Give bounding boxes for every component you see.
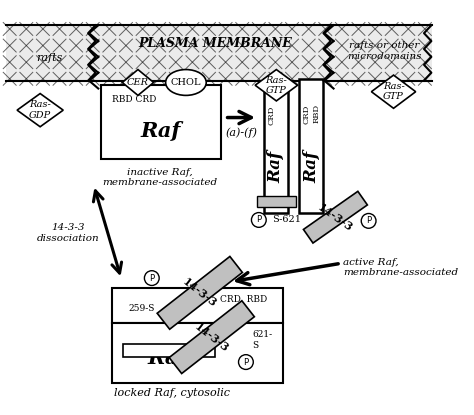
Text: P: P	[256, 215, 261, 225]
Text: 14-3-3: 14-3-3	[192, 320, 231, 354]
Text: active Raf,
membrane-associated: active Raf, membrane-associated	[343, 258, 458, 277]
Ellipse shape	[165, 70, 206, 95]
Polygon shape	[17, 93, 63, 127]
Text: P: P	[366, 216, 371, 225]
Text: 14-3-3
dissociation: 14-3-3 dissociation	[36, 223, 99, 243]
Text: CER: CER	[127, 78, 149, 87]
Text: P: P	[149, 273, 155, 283]
Text: RBD: RBD	[312, 104, 320, 123]
Circle shape	[361, 213, 376, 228]
Bar	[101, 85, 221, 159]
Text: CHOL: CHOL	[171, 78, 201, 87]
Text: inactive Raf,
membrane-associated: inactive Raf, membrane-associated	[102, 168, 218, 187]
Polygon shape	[255, 70, 298, 101]
Bar	[112, 323, 283, 383]
Text: rafts: rafts	[36, 53, 63, 63]
Text: Ras-
GDP: Ras- GDP	[29, 100, 51, 120]
Text: Raf: Raf	[147, 348, 188, 369]
Text: (a)-(f): (a)-(f)	[225, 127, 257, 138]
Bar	[112, 288, 283, 323]
Text: CRD  RBD: CRD RBD	[220, 295, 268, 304]
Bar	[257, 196, 296, 207]
Text: 14-3-3: 14-3-3	[181, 276, 219, 310]
Circle shape	[238, 355, 253, 369]
Text: S-621: S-621	[272, 215, 301, 225]
Bar	[123, 344, 216, 356]
Circle shape	[251, 212, 266, 227]
Bar	[264, 79, 288, 212]
Polygon shape	[122, 70, 154, 95]
Polygon shape	[372, 75, 416, 108]
Text: 14-3-3: 14-3-3	[316, 201, 355, 233]
Bar	[6, 25, 432, 81]
Polygon shape	[157, 256, 242, 329]
Text: Ras-
GTP: Ras- GTP	[265, 76, 287, 95]
Text: Ras-
GTP: Ras- GTP	[383, 82, 404, 101]
Bar	[300, 79, 323, 212]
Text: Raf: Raf	[141, 121, 181, 142]
Text: Raf: Raf	[268, 150, 285, 183]
Text: Raf: Raf	[303, 150, 320, 183]
Polygon shape	[303, 191, 367, 243]
Text: CRD: CRD	[303, 104, 311, 124]
Text: P: P	[243, 358, 248, 366]
Polygon shape	[169, 301, 255, 374]
Text: PLASMA MEMBRANE: PLASMA MEMBRANE	[138, 37, 292, 50]
Circle shape	[145, 271, 159, 286]
Text: rafts or other
microdomains: rafts or other microdomains	[347, 42, 421, 61]
Text: CRD: CRD	[268, 106, 276, 125]
Text: locked Raf, cytosolic: locked Raf, cytosolic	[114, 388, 230, 398]
Text: 621-
S: 621- S	[252, 330, 273, 349]
Text: RBD CRD: RBD CRD	[112, 95, 156, 104]
Text: 259-S: 259-S	[129, 304, 155, 313]
